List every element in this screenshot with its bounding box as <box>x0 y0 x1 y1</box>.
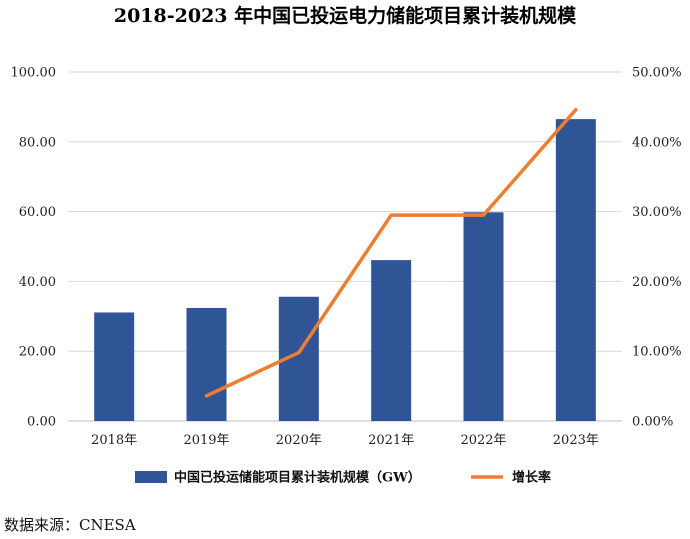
y-left-tick-label: 80.00 <box>19 135 56 150</box>
x-tick-label: 2018年 <box>91 433 137 448</box>
bar <box>555 119 596 422</box>
y-right-tick-label: 40.00% <box>632 135 682 150</box>
legend-swatch-bar <box>135 471 167 483</box>
y-right-tick-label: 50.00% <box>632 66 682 81</box>
bar <box>94 312 135 421</box>
y-right-tick-label: 20.00% <box>632 275 682 290</box>
y-right-tick-label: 10.00% <box>632 345 682 360</box>
y-left-tick-label: 40.00 <box>19 275 56 290</box>
legend-label-line: 增长率 <box>512 470 551 486</box>
y-left-tick-label: 60.00 <box>19 205 56 220</box>
y-left-tick-label: 20.00 <box>19 345 56 360</box>
x-tick-label: 2019年 <box>183 433 229 448</box>
y-right-tick-label: 0.00% <box>632 415 673 430</box>
bar <box>463 212 504 421</box>
x-tick-label: 2023年 <box>553 433 599 448</box>
chart-title: 2018-2023 年中国已投运电力储能项目累计装机规模 <box>114 4 577 27</box>
y-left-tick-label: 100.00 <box>11 66 57 81</box>
bar <box>186 307 227 421</box>
source-note: 数据来源：CNESA <box>4 516 136 534</box>
growth-line <box>204 107 578 398</box>
legend: 中国已投运储能项目累计装机规模（GW） 增长率 <box>135 470 551 486</box>
axes: 0.00 0.00% 20.00 10.00% 40.00 20.00% 60.00 30.0… <box>11 66 682 449</box>
x-tick-label: 2021年 <box>368 433 414 448</box>
legend-label-bar: 中国已投运储能项目累计装机规模（GW） <box>174 470 421 486</box>
bars <box>94 119 596 422</box>
y-right-tick-label: 30.00% <box>632 205 682 220</box>
bar <box>371 260 412 421</box>
x-tick-label: 2022年 <box>460 433 506 448</box>
x-tick-label: 2020年 <box>276 433 322 448</box>
y-left-tick-label: 0.00 <box>27 415 56 430</box>
gridlines <box>68 71 622 422</box>
